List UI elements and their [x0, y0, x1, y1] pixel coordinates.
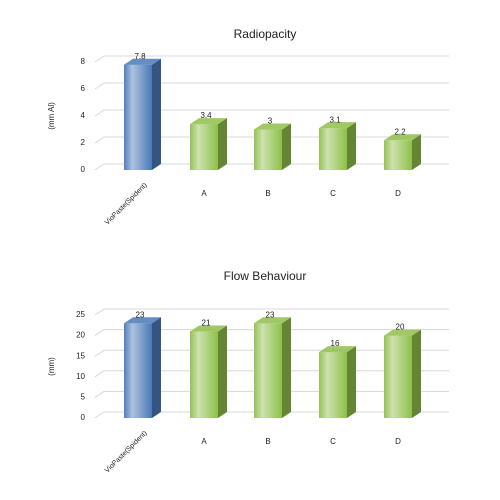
data-label: 3.4	[200, 111, 212, 120]
x-tick-label: C	[330, 189, 336, 198]
x-tick-label: B	[265, 189, 270, 198]
data-label: 7.8	[134, 52, 146, 61]
bar-top	[384, 329, 421, 336]
bar-side	[152, 58, 161, 171]
y-tick-label: 0	[81, 413, 86, 422]
data-label: 3.1	[329, 115, 341, 124]
data-label: 23	[266, 310, 275, 319]
x-tick-label: D	[395, 437, 401, 446]
grid-line	[94, 308, 449, 316]
bar-side	[152, 317, 161, 418]
bar-top	[384, 134, 421, 141]
bar-top	[190, 325, 227, 332]
bar-shine	[124, 323, 152, 418]
x-tick-label: A	[201, 189, 207, 198]
y-tick-label: 20	[76, 331, 85, 340]
y-axis-label: (mm Al)	[47, 102, 56, 130]
y-axis-label: (mm)	[47, 357, 56, 376]
bar-top	[319, 122, 356, 129]
data-label: 20	[396, 323, 405, 332]
bar-top	[124, 317, 161, 324]
bar-side	[412, 329, 421, 418]
bar-side	[347, 122, 356, 170]
bar-top	[254, 123, 291, 130]
bar-side	[218, 325, 227, 418]
y-tick-label: 25	[76, 310, 85, 319]
x-tick-label: B	[265, 437, 270, 446]
data-label: 21	[202, 319, 211, 328]
bar-side	[412, 134, 421, 170]
bar-shine	[254, 129, 282, 170]
grid-line	[94, 55, 449, 63]
chart-title: Radiopacity	[234, 27, 297, 41]
y-tick-label: 6	[81, 84, 86, 93]
bar-shine	[319, 128, 347, 170]
x-tick-label: VioPaste(Spident)	[104, 182, 149, 227]
data-label: 23	[136, 310, 145, 319]
bar-side	[282, 123, 291, 170]
grid-line	[94, 109, 449, 117]
bar-shine	[124, 64, 152, 170]
y-tick-label: 10	[76, 372, 85, 381]
x-tick-label: VioPaste(Spident)	[104, 430, 149, 475]
x-tick-label: D	[395, 189, 401, 198]
x-tick-label: A	[201, 437, 207, 446]
y-tick-label: 2	[81, 138, 86, 147]
x-tick-label: C	[330, 437, 336, 446]
bar-shine	[384, 335, 412, 418]
y-tick-label: 0	[81, 165, 86, 174]
bar-top	[254, 317, 291, 324]
bar-side	[218, 118, 227, 170]
bar-shine	[254, 323, 282, 418]
bar-shine	[190, 124, 218, 170]
chart-title: Flow Behaviour	[224, 269, 307, 283]
bar-top	[319, 346, 356, 353]
bar-side	[282, 317, 291, 418]
y-tick-label: 8	[81, 57, 86, 66]
data-label: 16	[331, 339, 340, 348]
grid-line	[94, 329, 449, 337]
bar-shine	[319, 352, 347, 418]
y-tick-label: 5	[81, 393, 86, 402]
y-tick-label: 4	[81, 111, 86, 120]
data-label: 2.2	[394, 127, 406, 136]
data-label: 3	[268, 117, 273, 126]
bar-top	[190, 118, 227, 125]
bar-top	[124, 58, 161, 65]
grid-line	[94, 82, 449, 90]
y-tick-label: 15	[76, 351, 85, 360]
bar-shine	[384, 140, 412, 170]
bar-shine	[190, 331, 218, 418]
bar-side	[347, 346, 356, 418]
